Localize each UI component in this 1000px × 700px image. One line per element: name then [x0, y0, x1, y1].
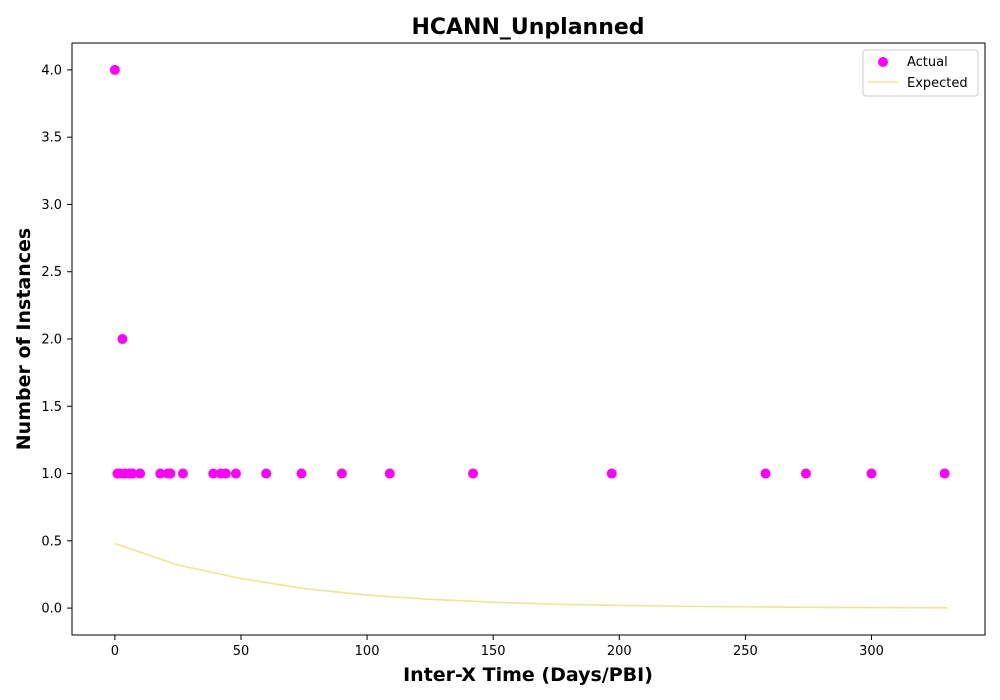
y-tick-label: 2.5 [41, 265, 62, 280]
x-tick-label: 0 [111, 644, 119, 659]
x-tick-label: 300 [859, 644, 884, 659]
y-axis: 0.0 0.5 1.0 1.5 2.0 2.5 3.0 3.5 4.0 [41, 63, 72, 617]
actual-data-point [135, 468, 146, 479]
actual-data-point [384, 468, 395, 479]
actual-data-point [261, 468, 272, 479]
legend-actual-label: Actual [907, 55, 948, 70]
y-tick-label: 0.0 [41, 602, 62, 617]
actual-data-point [760, 468, 771, 479]
actual-data-point [177, 468, 188, 479]
x-tick-label: 100 [355, 644, 380, 659]
legend-actual-marker [878, 57, 888, 67]
actual-data-point [117, 334, 128, 344]
actual-data-point [296, 468, 307, 479]
actual-data-point [127, 468, 138, 479]
actual-data-point [208, 468, 219, 479]
y-tick-label: 2.0 [41, 333, 62, 348]
y-axis-label: Number of Instances [13, 228, 35, 450]
x-axis-label: Inter-X Time (Days/PBI) [403, 664, 653, 686]
x-tick-label: 150 [481, 644, 506, 659]
y-tick-label: 3.5 [41, 131, 62, 146]
x-tick-label: 200 [607, 644, 632, 659]
actual-data-point [468, 468, 479, 479]
x-tick-label: 250 [733, 644, 758, 659]
y-tick-label: 1.5 [41, 400, 62, 415]
actual-data-point [800, 468, 811, 479]
actual-data-point [866, 468, 877, 479]
expected-series-line [114, 542, 948, 609]
actual-data-point [336, 468, 347, 479]
actual-data-point [939, 468, 950, 479]
actual-data-point [220, 468, 231, 479]
x-axis: 0 50 100 150 200 250 300 [111, 635, 884, 659]
legend: Actual Expected [862, 49, 979, 97]
legend-expected-label: Expected [907, 76, 968, 91]
y-tick-label: 0.5 [41, 534, 62, 549]
plot-area [71, 42, 986, 636]
x-tick-label: 50 [233, 644, 250, 659]
legend-box [862, 49, 979, 97]
y-tick-label: 4.0 [41, 63, 62, 78]
actual-data-point [165, 468, 176, 479]
actual-data-point [606, 468, 617, 479]
actual-data-point [155, 468, 166, 479]
plot-frame [71, 42, 986, 636]
y-tick-label: 3.0 [41, 198, 62, 213]
actual-data-point [230, 468, 241, 479]
y-tick-label: 1.0 [41, 467, 62, 482]
actual-data-point [109, 64, 120, 75]
actual-series-points [109, 64, 950, 479]
chart-title: HCANN_Unplanned [411, 15, 644, 40]
